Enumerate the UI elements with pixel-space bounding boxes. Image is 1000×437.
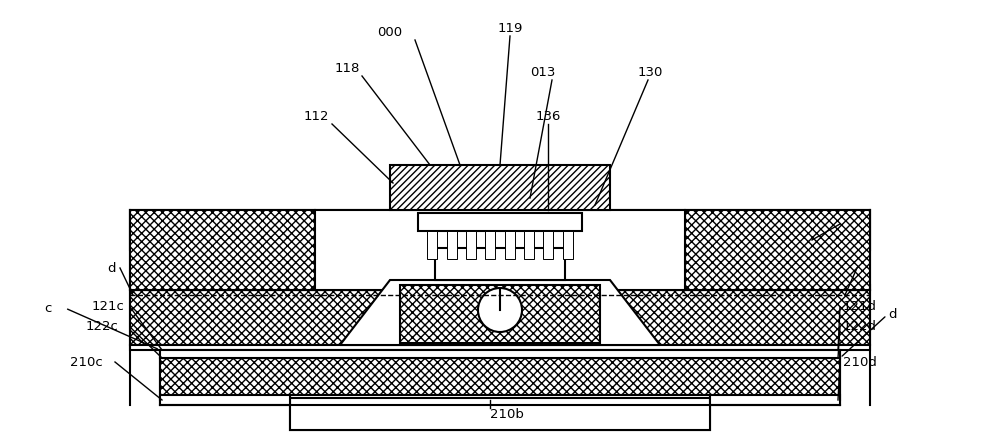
Bar	[505, 231, 515, 259]
Bar	[427, 231, 437, 259]
Text: d: d	[108, 261, 116, 274]
Text: d': d'	[858, 261, 870, 274]
Bar	[315, 210, 685, 290]
Bar	[418, 213, 582, 231]
Text: 210b: 210b	[490, 409, 524, 422]
Text: 121d: 121d	[843, 301, 877, 313]
Text: 119: 119	[497, 21, 523, 35]
Text: 210d: 210d	[843, 356, 877, 368]
Bar	[130, 210, 870, 250]
Bar	[524, 231, 534, 259]
Text: 121c: 121c	[92, 301, 125, 313]
Text: 013: 013	[530, 66, 556, 80]
Text: 122c: 122c	[86, 320, 119, 333]
Bar	[290, 398, 710, 430]
Bar	[390, 165, 610, 210]
Bar	[447, 231, 457, 259]
Bar	[160, 395, 290, 405]
Bar	[435, 248, 565, 280]
Bar	[710, 395, 840, 405]
Text: 118: 118	[334, 62, 360, 74]
Text: 130: 130	[637, 66, 663, 79]
Text: 210c: 210c	[70, 356, 103, 368]
Bar	[130, 345, 870, 350]
Bar	[290, 395, 710, 403]
Bar	[130, 210, 315, 290]
Bar	[130, 290, 395, 345]
Bar	[685, 210, 870, 290]
Bar	[605, 290, 870, 345]
Text: 122d: 122d	[843, 320, 877, 333]
Text: c: c	[45, 302, 52, 315]
Circle shape	[478, 288, 522, 332]
Bar	[563, 231, 573, 259]
Bar	[160, 350, 840, 358]
Bar	[400, 285, 600, 343]
Text: 136: 136	[535, 110, 561, 122]
Text: d: d	[888, 309, 896, 322]
Text: 000: 000	[377, 25, 403, 38]
Bar	[290, 395, 710, 430]
Bar	[130, 285, 870, 290]
Text: 210: 210	[843, 214, 868, 226]
Bar	[543, 231, 553, 259]
Text: 112: 112	[303, 111, 329, 124]
Bar	[160, 358, 840, 400]
Polygon shape	[340, 280, 660, 345]
Bar	[466, 231, 476, 259]
Bar	[485, 231, 495, 259]
